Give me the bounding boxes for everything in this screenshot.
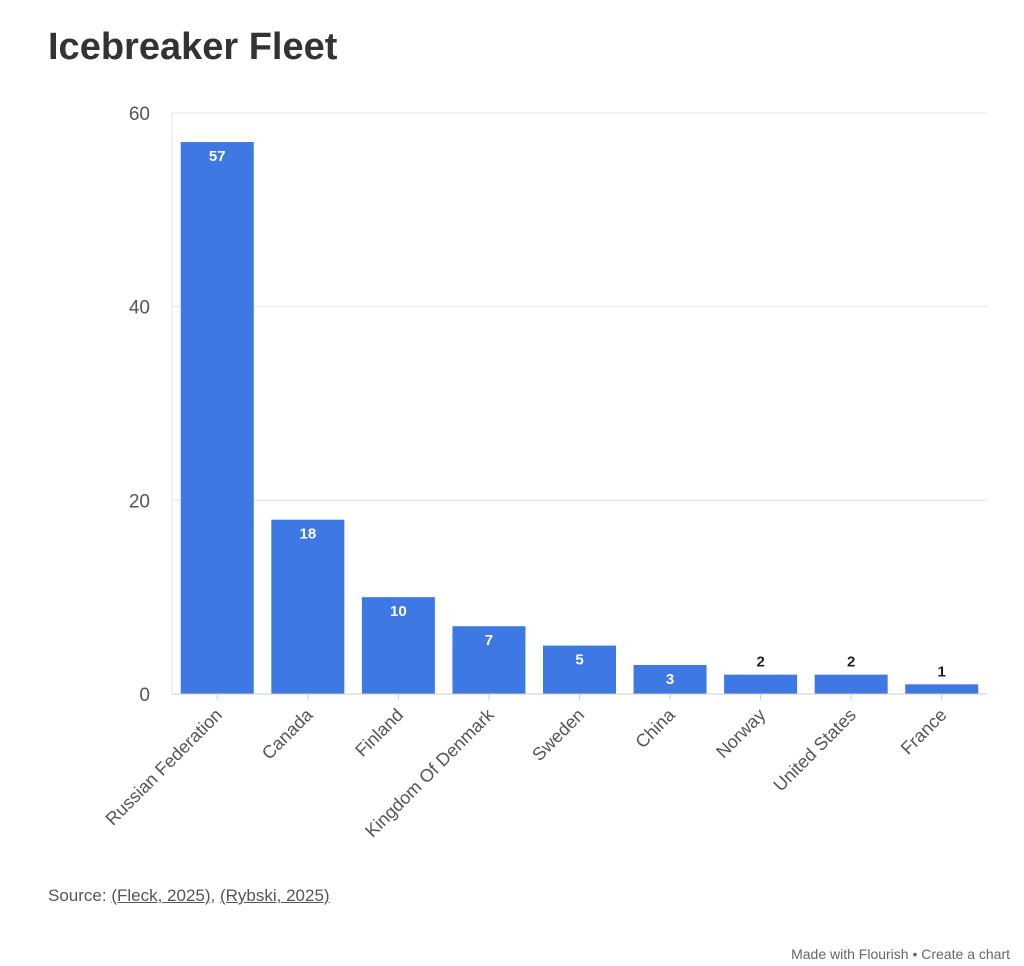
bar: [452, 626, 526, 694]
data-label: 10: [390, 603, 407, 620]
x-tick-label: China: [631, 704, 679, 752]
bar: [724, 674, 798, 694]
data-label: 57: [209, 148, 226, 165]
x-tick-label: Russian Federation: [102, 705, 227, 830]
source-prefix: Source:: [48, 886, 112, 905]
y-tick-label: 60: [129, 104, 150, 125]
y-tick-label: 20: [129, 491, 150, 512]
bar: [633, 664, 707, 694]
source-link-fleck[interactable]: (Fleck, 2025): [111, 886, 211, 905]
bar: [180, 142, 254, 695]
x-tick-label: Canada: [258, 704, 317, 763]
data-label: 7: [485, 632, 493, 649]
x-tick-label: France: [897, 705, 951, 759]
y-tick-label: 40: [129, 298, 150, 319]
source-link-rybski[interactable]: (Rybski, 2025): [219, 886, 330, 905]
bar: [271, 519, 345, 694]
source-note: Source: (Fleck, 2025), (Rybski, 2025): [48, 886, 330, 906]
chart-title: Icebreaker Fleet: [48, 26, 338, 68]
bar: [905, 684, 979, 694]
data-label: 5: [575, 652, 583, 669]
x-tick-label: United States: [769, 705, 860, 796]
made-with-flourish-link[interactable]: Made with Flourish: [791, 946, 909, 962]
source-separator: ,: [210, 886, 220, 905]
bar: [814, 674, 888, 694]
bar: [543, 645, 616, 694]
x-tick-label: Sweden: [528, 705, 588, 765]
data-label: 18: [299, 526, 316, 543]
y-tick-label: 0: [139, 685, 150, 706]
bar: [361, 597, 435, 694]
data-label: 2: [847, 654, 855, 671]
create-chart-link[interactable]: Create a chart: [921, 946, 1010, 962]
flourish-credit: Made with Flourish • Create a chart: [791, 946, 1010, 962]
footer-dot: •: [908, 946, 922, 962]
data-label: 3: [666, 671, 674, 688]
x-tick-label: Finland: [351, 705, 407, 761]
data-label: 1: [938, 663, 946, 680]
x-tick-label: Norway: [712, 705, 769, 762]
data-label: 2: [756, 654, 764, 671]
